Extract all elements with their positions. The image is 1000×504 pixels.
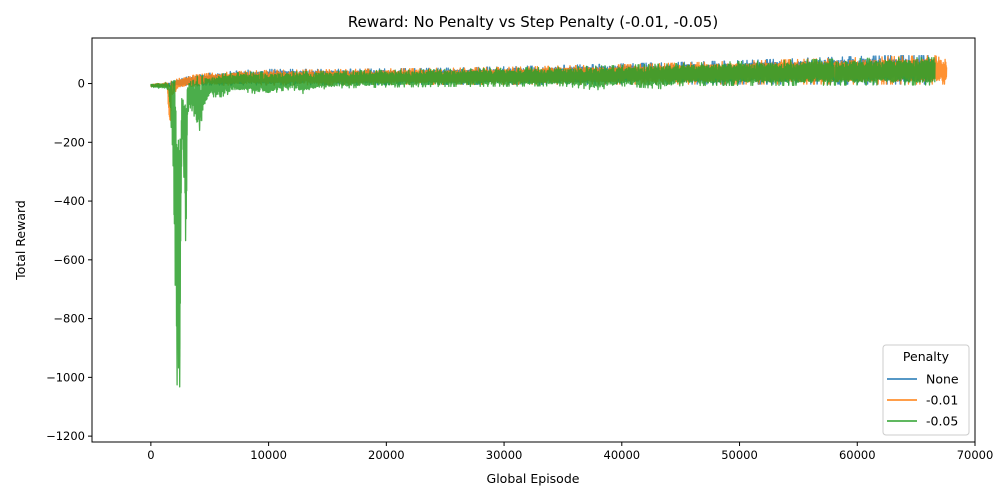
x-tick-label: 0 — [147, 448, 154, 462]
y-tick-label: −800 — [53, 312, 85, 326]
y-tick-label: −600 — [53, 253, 85, 267]
legend-label-2: -0.05 — [926, 414, 958, 429]
legend: Penalty None -0.01 -0.05 — [882, 344, 970, 436]
x-tick-label: 20000 — [368, 448, 405, 462]
x-axis-label: Global Episode — [487, 471, 580, 486]
y-tick-label: −1200 — [46, 429, 85, 443]
legend-box — [882, 344, 970, 436]
x-tick-label: 70000 — [957, 448, 994, 462]
chart-title: Reward: No Penalty vs Step Penalty (-0.0… — [348, 13, 718, 31]
y-axis: −1200 −1000 −800 −600 −400 −200 0 — [46, 77, 92, 443]
x-tick-label: 40000 — [604, 448, 641, 462]
x-axis: 0 10000 20000 30000 40000 50000 60000 70000 — [147, 442, 993, 462]
legend-label-1: -0.01 — [926, 393, 958, 408]
y-tick-label: −400 — [53, 194, 85, 208]
plot-area — [91, 37, 976, 443]
x-tick-label: 10000 — [250, 448, 287, 462]
x-tick-label: 50000 — [721, 448, 758, 462]
plot-frame — [91, 37, 976, 443]
y-tick-label: −200 — [53, 135, 85, 149]
legend-label-0: None — [926, 372, 959, 387]
legend-title: Penalty — [903, 349, 950, 364]
y-tick-label: 0 — [78, 77, 85, 91]
x-tick-label: 30000 — [486, 448, 523, 462]
x-tick-label: 60000 — [839, 448, 876, 462]
y-axis-label: Total Reward — [13, 200, 28, 281]
y-tick-label: −1000 — [46, 370, 85, 384]
series-line-2 — [150, 57, 936, 388]
